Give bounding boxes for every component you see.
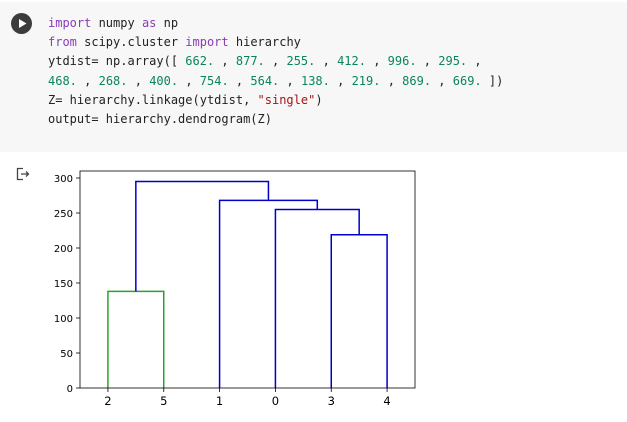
code-editor[interactable]: import numpy as np from scipy.cluster im… — [48, 14, 503, 129]
code-token: from — [48, 35, 77, 50]
code-token: 996. — [387, 54, 417, 69]
code-token: import — [48, 16, 92, 30]
x-tick-label: 5 — [160, 394, 167, 408]
code-token: , — [214, 54, 236, 69]
chart-axes: 0 50 100 150 200 250 300 2 5 1 0 3 4 — [54, 174, 391, 408]
code-token: , — [264, 54, 287, 69]
code-token: np — [156, 16, 179, 30]
dendrogram-links — [107, 180, 388, 388]
code-token: scipy.cluster — [76, 35, 186, 50]
play-icon — [19, 19, 27, 28]
y-tick-label: 250 — [54, 209, 73, 220]
code-line: 468. , 268. , 400. , 754. , 564. , 138. … — [48, 74, 503, 88]
y-tick-label: 100 — [54, 314, 73, 325]
y-tick-label: 300 — [54, 174, 73, 185]
code-token: 268. — [98, 73, 128, 88]
code-token: 295. — [438, 54, 468, 69]
code-token: , — [178, 73, 200, 88]
code-token: 138. — [300, 73, 330, 88]
dendrogram-link — [218, 199, 319, 388]
dendrogram-link — [107, 290, 165, 388]
dendrogram-link — [330, 233, 388, 388]
code-token: , — [329, 73, 352, 88]
code-token: 662. — [185, 54, 215, 69]
code-token: 564. — [250, 73, 280, 88]
code-line: Z= hierarchy.linkage(ytdist, "single") — [48, 93, 323, 107]
code-token: ytdist= np.array([ — [48, 54, 186, 69]
x-tick-label: 1 — [216, 394, 223, 408]
code-token: , — [431, 73, 453, 88]
plot-frame — [79, 170, 416, 389]
code-token: 219. — [351, 73, 381, 88]
code-token: 400. — [149, 73, 179, 88]
code-line: ytdist= np.array([ 662. , 877. , 255. , … — [48, 54, 482, 68]
code-token: , — [315, 54, 338, 69]
code-token: 255. — [286, 54, 316, 69]
code-token: output= hierarchy.dendrogram(Z) — [48, 112, 272, 127]
code-token: , — [467, 54, 482, 69]
code-token: 412. — [337, 54, 366, 69]
code-line: output= hierarchy.dendrogram(Z) — [48, 112, 272, 126]
code-token: "single" — [257, 92, 316, 107]
dendrogram-link — [274, 208, 360, 388]
x-tick-label: 4 — [383, 394, 390, 408]
y-tick-label: 150 — [54, 279, 73, 290]
dendrogram-link — [135, 180, 270, 292]
code-token: import — [185, 35, 229, 50]
code-line: from scipy.cluster import hierarchy — [48, 35, 301, 49]
code-token: , — [380, 73, 403, 88]
output-arrow-icon — [16, 167, 30, 181]
code-token: , — [76, 73, 99, 88]
x-tick-label: 2 — [104, 394, 111, 408]
run-cell-button[interactable] — [11, 13, 32, 34]
y-tick-label: 0 — [67, 384, 73, 395]
code-line: import numpy as np — [48, 16, 178, 30]
code-token: 869. — [402, 73, 432, 88]
y-tick-label: 50 — [60, 349, 73, 360]
code-token: 669. — [452, 73, 482, 88]
code-token: ) — [315, 92, 323, 107]
code-token: , — [365, 54, 388, 69]
code-token: , — [416, 54, 439, 69]
code-token: numpy — [91, 16, 142, 30]
code-token: hierarchy — [228, 35, 301, 50]
code-token: Z= hierarchy.linkage(ytdist, — [48, 92, 258, 107]
code-token: as — [141, 16, 157, 30]
y-tick-label: 200 — [54, 244, 73, 255]
dendrogram-chart: 0 50 100 150 200 250 300 2 5 1 0 3 4 — [54, 170, 416, 408]
code-token: , — [127, 73, 150, 88]
code-token: 877. — [235, 54, 265, 69]
x-tick-label: 3 — [328, 394, 335, 408]
code-cell[interactable]: import numpy as np from scipy.cluster im… — [0, 2, 627, 152]
code-token: , — [279, 73, 301, 88]
code-token: 468. — [48, 73, 77, 88]
code-token: 754. — [199, 73, 229, 88]
x-tick-label: 0 — [272, 394, 279, 408]
code-token: ]) — [481, 73, 504, 88]
code-token: , — [228, 73, 251, 88]
